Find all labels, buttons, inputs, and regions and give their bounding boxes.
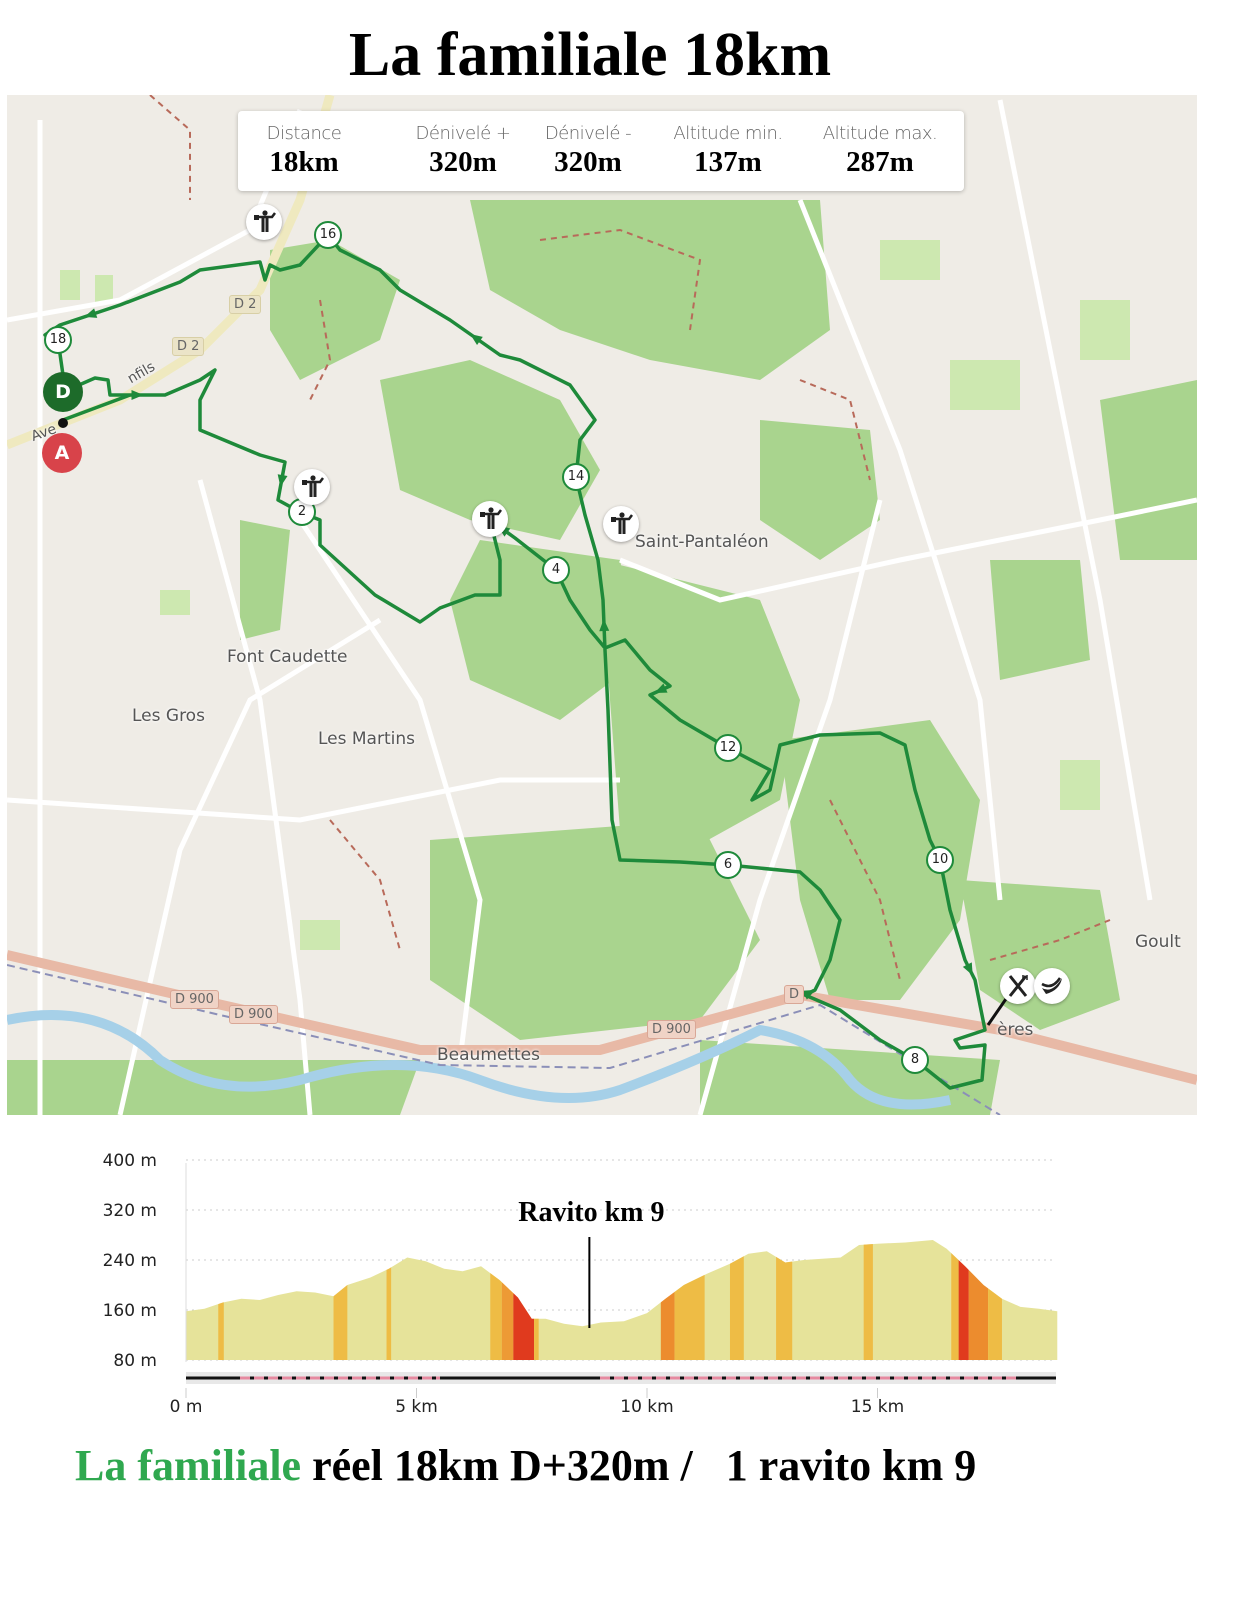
place-beaumettes: Beaumettes — [437, 1045, 540, 1065]
slope-band — [490, 1240, 502, 1360]
stat-altitude-min: Altitude min. 137m — [658, 123, 798, 179]
road-label-d900: D 900 — [229, 1005, 278, 1024]
place-les-martins: Les Martins — [318, 729, 415, 749]
road-label-d900: D 900 — [170, 990, 219, 1009]
slope-band — [513, 1240, 535, 1360]
route-arrow — [84, 308, 98, 318]
route-arrow — [599, 619, 610, 632]
volunteer-icon[interactable] — [603, 506, 639, 542]
route-arrow — [470, 334, 483, 346]
river — [7, 1010, 952, 1110]
road-label-d: D — [784, 985, 805, 1004]
stat-value: 320m — [429, 146, 497, 178]
slope-band — [501, 1240, 514, 1360]
route-arrow — [131, 390, 144, 400]
stat-label: Dénivelé + — [415, 123, 511, 144]
slope-band — [534, 1240, 539, 1360]
volunteer-icon[interactable] — [472, 501, 508, 537]
km-marker-16[interactable]: 16 — [314, 221, 342, 249]
stat-value: 18km — [269, 146, 339, 178]
slope-band — [863, 1240, 873, 1360]
tracks — [149, 95, 1111, 981]
x-tick-label: 5 km — [395, 1397, 438, 1417]
slope-band — [660, 1240, 675, 1360]
x-axis-ticks: 0 m 5 km 10 km 15 km — [170, 1388, 904, 1417]
stat-elevation-loss: Dénivelé -320m — [528, 123, 648, 179]
route-arrow — [654, 683, 668, 693]
place-saint-pantaleon: Saint-Pantaléon — [635, 532, 769, 552]
start-marker[interactable]: D — [43, 372, 83, 412]
slope-band — [958, 1240, 969, 1360]
y-tick-label: 240 m — [103, 1251, 157, 1271]
road-label-d2: D 2 — [229, 295, 262, 314]
place-font-caudette: Font Caudette — [227, 647, 348, 667]
stat-elevation-gain: Dénivelé +320m — [398, 123, 528, 179]
km-marker-6[interactable]: 6 — [714, 851, 742, 879]
surface-strip — [186, 1372, 1056, 1384]
elevation-profile-chart: 400 m 320 m 240 m 160 m 80 m 0 m 5 km 10 km 15 … — [103, 1151, 1058, 1417]
ravito-annotation: Ravito km 9 — [518, 1197, 664, 1228]
x-tick-label: 15 km — [851, 1397, 904, 1417]
footer-caption: La familiale réel 18km D+320m / 1 ravito… — [75, 1440, 976, 1491]
fork-knife-icon[interactable] — [1000, 968, 1036, 1004]
slope-band — [729, 1240, 744, 1360]
km-marker-10[interactable]: 10 — [926, 846, 954, 874]
banana-icon[interactable] — [1034, 968, 1070, 1004]
route-arrow — [277, 474, 288, 487]
y-tick-label: 80 m — [113, 1351, 157, 1371]
y-tick-label: 400 m — [103, 1151, 157, 1171]
stat-label: Altitude max. — [822, 123, 938, 144]
stat-value: 320m — [554, 146, 622, 178]
forest-areas — [7, 200, 1197, 1115]
footer-highlight: La familiale — [75, 1441, 302, 1490]
stat-value: 137m — [694, 146, 762, 178]
slope-band — [776, 1240, 793, 1360]
road-label-d900: D 900 — [647, 1020, 696, 1039]
slope-band — [333, 1240, 348, 1360]
start-junction — [58, 418, 68, 428]
stat-value: 287m — [846, 146, 914, 178]
roads — [7, 99, 1197, 1115]
km-marker-12[interactable]: 12 — [714, 734, 742, 762]
stat-label: Distance — [266, 123, 342, 144]
footer-text: réel 18km D+320m / 1 ravito km 9 — [301, 1441, 977, 1490]
km-marker-14[interactable]: 14 — [562, 463, 590, 491]
route-line — [43, 233, 987, 1090]
x-tick-label: 0 m — [170, 1397, 203, 1417]
map-canvas — [7, 95, 1197, 1115]
route-stats-panel: Distance 18km Dénivelé +320m Dénivelé -32… — [238, 111, 964, 191]
ravito-pointer — [986, 995, 1010, 1026]
y-tick-label: 320 m — [103, 1201, 157, 1221]
slope-band — [386, 1240, 392, 1360]
route-map[interactable]: D 2 D 2 D 900 D 900 D 900 D Saint-Pantal… — [7, 95, 1197, 1115]
km-marker-18[interactable]: 18 — [44, 326, 72, 354]
slope-band — [988, 1240, 1002, 1360]
route-start-link — [62, 393, 131, 422]
finish-marker[interactable]: A — [42, 433, 82, 473]
route-arrow — [962, 962, 973, 976]
slope-band — [218, 1240, 224, 1360]
stat-label: Dénivelé - — [544, 123, 632, 144]
road-label-d2: D 2 — [172, 337, 205, 356]
km-marker-8[interactable]: 8 — [901, 1046, 929, 1074]
elevation-area — [186, 1240, 1058, 1360]
km-marker-4[interactable]: 4 — [542, 556, 570, 584]
slope-band — [951, 1240, 959, 1360]
stat-label: Altitude min. — [673, 123, 783, 144]
y-tick-label: 160 m — [103, 1301, 157, 1321]
volunteer-icon[interactable] — [294, 469, 330, 505]
volunteer-icon[interactable] — [246, 204, 282, 240]
y-axis-ticks: 400 m 320 m 240 m 160 m 80 m — [103, 1151, 157, 1371]
stat-altitude-max: Altitude max. 287m — [810, 123, 950, 179]
x-tick-label: 10 km — [620, 1397, 673, 1417]
slope-band — [968, 1240, 989, 1360]
stat-distance: Distance 18km — [248, 123, 360, 179]
slope-band — [674, 1240, 705, 1360]
fields — [60, 240, 1130, 950]
page-title: La familiale 18km — [348, 21, 832, 89]
place-goult: Goult — [1135, 932, 1181, 952]
route-direction-arrows — [84, 308, 973, 1000]
place-partial-eres: ères — [997, 1020, 1034, 1040]
place-les-gros: Les Gros — [132, 706, 205, 726]
